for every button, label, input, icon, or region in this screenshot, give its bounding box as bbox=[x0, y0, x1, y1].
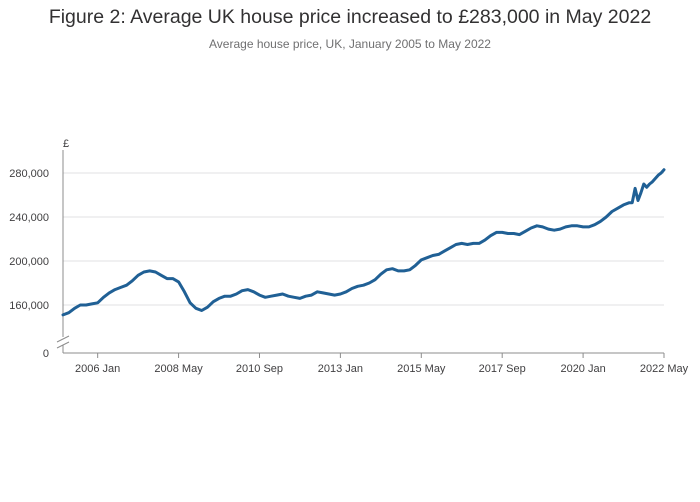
y-axis-unit-label: £ bbox=[63, 138, 69, 150]
x-tick-label: 2008 May bbox=[154, 363, 203, 375]
x-tick-label: 2022 May bbox=[640, 363, 689, 375]
x-tick-label: 2010 Sep bbox=[236, 363, 283, 375]
x-tick-label: 2013 Jan bbox=[318, 363, 363, 375]
gridlines bbox=[63, 172, 664, 306]
x-tick-label: 2006 Jan bbox=[75, 363, 120, 375]
y-tick-label: 280,000 bbox=[9, 168, 49, 180]
axis-break-mark bbox=[56, 341, 70, 349]
y-tick-label: 160,000 bbox=[9, 300, 49, 312]
x-tick-label: 2020 Jan bbox=[560, 363, 605, 375]
page-title: Figure 2: Average UK house price increas… bbox=[48, 6, 652, 28]
x-tick-label: 2015 May bbox=[397, 363, 446, 375]
axes: £ 0 160,000 200,000 240,000 280,000 2006 Jan 2… bbox=[9, 138, 688, 375]
y-tick-label: 200,000 bbox=[9, 256, 49, 268]
series-line-layer bbox=[61, 168, 666, 317]
series-line-average-house-price bbox=[61, 168, 666, 317]
page-subtitle: Average house price, UK, January 2005 to… bbox=[209, 37, 491, 51]
x-tick-label: 2017 Sep bbox=[479, 363, 526, 375]
y-tick-label: 240,000 bbox=[9, 212, 49, 224]
y-tick-label: 0 bbox=[43, 348, 49, 360]
axis-break-mark bbox=[56, 335, 70, 343]
